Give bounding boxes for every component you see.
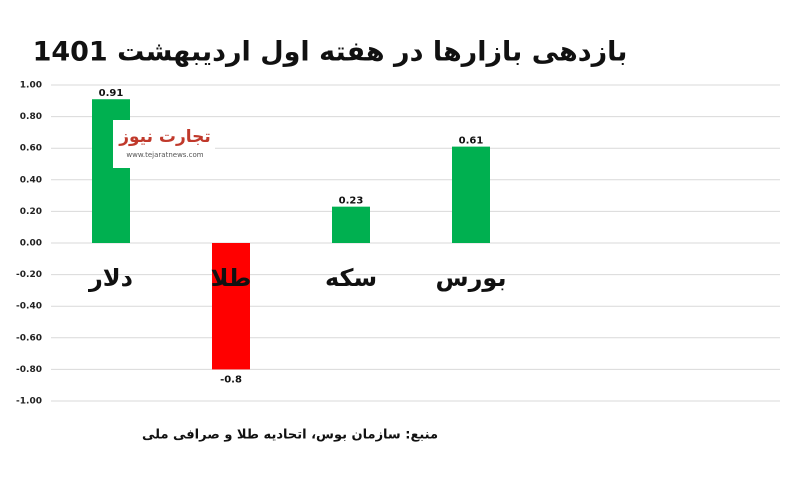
y-tick-label: -0.20: [16, 270, 42, 280]
y-tick-label: 0.60: [20, 144, 42, 154]
watermark-url: www.tejaratnews.com: [126, 151, 203, 159]
bar: [212, 243, 250, 370]
y-tick-label: 0.00: [20, 239, 42, 249]
y-tick-label: -0.60: [16, 333, 42, 343]
y-tick-label: -0.80: [16, 365, 42, 375]
y-tick-label: 0.20: [20, 207, 42, 217]
bars: [92, 99, 490, 370]
x-tick-label: طلا: [211, 264, 252, 292]
grid: 1.00 0.80 0.60 0.40 0.20 0.00 -0.20 -0.40 -0.60 -…: [16, 81, 780, 407]
watermark-box: [113, 120, 215, 168]
x-tick-label: سکه: [325, 264, 377, 292]
y-tick-label: -0.40: [16, 302, 42, 312]
bar: [452, 146, 490, 243]
data-label: 0.91: [99, 88, 124, 99]
y-tick-label: 0.80: [20, 112, 42, 122]
data-label: -0.8: [220, 374, 242, 385]
y-tick-label: 0.40: [20, 175, 42, 185]
x-tick-label: دلار: [88, 264, 133, 292]
y-tick-label: -1.00: [16, 397, 42, 407]
y-tick-label: 1.00: [20, 81, 42, 91]
chart-title: بازدهی بازارها در هفته اول اردیبهشت 1401: [33, 37, 628, 68]
watermark-name: تجارت نیوز: [118, 127, 211, 147]
x-tick-label: بورس: [436, 264, 507, 292]
bar: [332, 206, 370, 243]
data-label: 0.23: [339, 196, 364, 207]
source: منبع: سازمان بوس، اتحادیه طلا و صرافی مل…: [142, 428, 438, 443]
data-label: 0.61: [459, 136, 484, 147]
